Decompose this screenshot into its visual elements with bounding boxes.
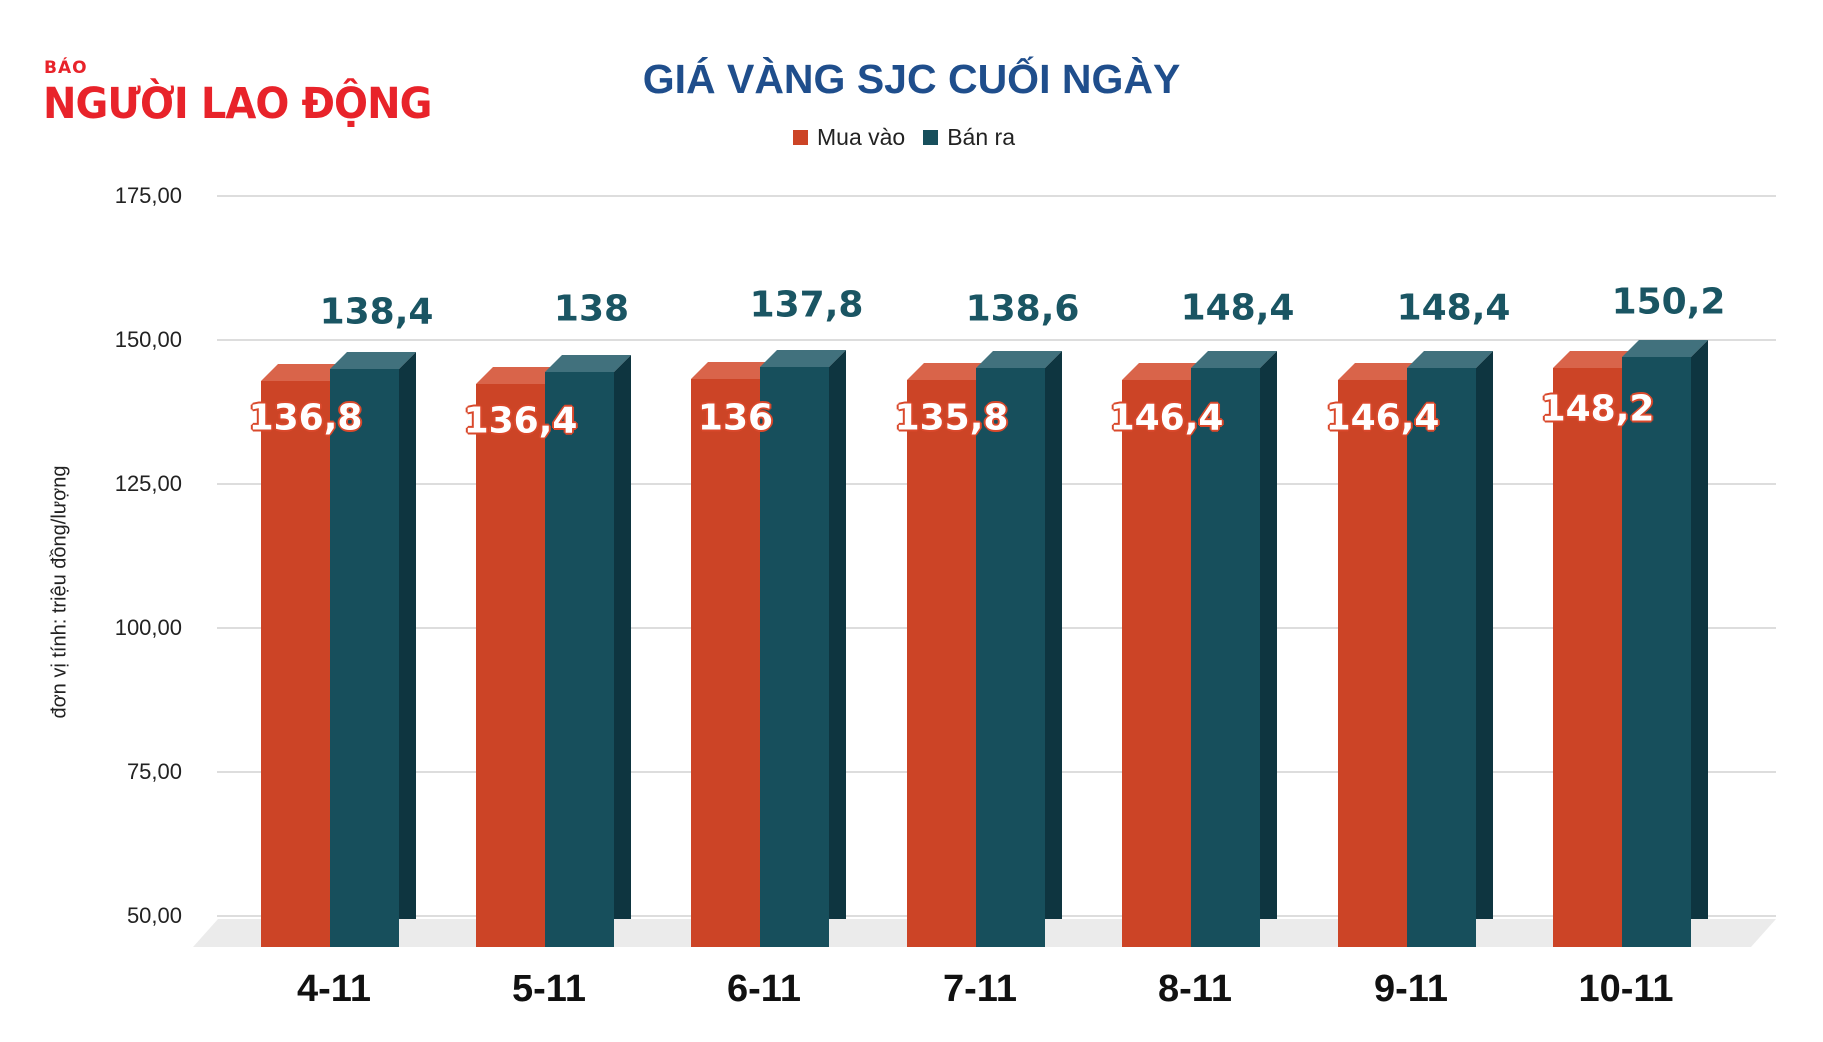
value-label-sell: 138	[553, 288, 630, 330]
value-label-buy: 136,8	[248, 397, 363, 439]
value-label-buy: 146,4	[1325, 397, 1440, 439]
bar-sell-side	[614, 355, 631, 919]
value-label-buy: 146,4	[1109, 397, 1224, 439]
y-axis-label: đơn vị tính: triệu đồng/lượng	[48, 465, 71, 719]
bar-sell-top	[1191, 351, 1277, 368]
bar-sell-front	[545, 372, 614, 947]
bar-buy-top	[261, 364, 347, 381]
gridline	[217, 195, 1776, 197]
bar-sell-side	[829, 350, 846, 919]
x-tick-label: 10-11	[1578, 968, 1674, 1010]
bar-buy-front	[1553, 368, 1622, 947]
bar-buy-top	[1553, 351, 1639, 368]
bar-buy-front	[907, 380, 976, 947]
x-tick-label: 8-11	[1158, 968, 1232, 1010]
y-tick: 50,00	[126, 903, 182, 928]
value-label-sell: 148,4	[1180, 287, 1295, 329]
bar-sell-front	[976, 368, 1045, 947]
logo-small-text: BÁO	[44, 58, 88, 78]
legend-item-buy: Mua vào	[793, 124, 905, 151]
bar-sell-front	[1191, 368, 1260, 947]
y-tick: 175,00	[114, 183, 182, 208]
value-label-sell: 148,4	[1396, 287, 1511, 329]
bar-buy-front	[1122, 380, 1191, 947]
bar-buy-top	[476, 367, 562, 384]
bar-sell-top	[330, 352, 416, 369]
x-tick-label: 4-11	[297, 968, 371, 1010]
x-tick-label: 5-11	[512, 968, 586, 1010]
bar-sell-front	[330, 369, 399, 947]
logo-big-text: NGƯỜI LAO ĐỘNG	[43, 79, 432, 129]
x-tick-label: 9-11	[1374, 968, 1448, 1010]
bar-sell-top	[1407, 351, 1493, 368]
bar-sell-top	[1622, 340, 1708, 357]
y-tick: 75,00	[126, 759, 182, 784]
value-label-sell: 138,4	[319, 291, 434, 333]
value-label-buy: 136,4	[463, 400, 578, 442]
bar-buy-top	[1122, 363, 1208, 380]
bar-sell-front	[1622, 357, 1691, 947]
legend-swatch-sell	[923, 130, 939, 145]
value-label-buy: 135,8	[894, 397, 1009, 439]
value-label-sell: 150,2	[1611, 281, 1726, 323]
legend-item-sell: Bán ra	[923, 124, 1015, 151]
bar-sell-top	[760, 350, 846, 367]
legend-label-buy: Mua vào	[817, 124, 906, 150]
chart-title: GIÁ VÀNG SJC CUỐI NGÀY	[0, 56, 1823, 103]
bar-sell-side	[1476, 351, 1493, 919]
bar-sell-side	[1691, 340, 1708, 919]
bar-sell-side	[399, 352, 416, 919]
bar-sell-side	[1260, 351, 1277, 919]
value-label-sell: 137,8	[749, 284, 864, 326]
y-tick: 100,00	[114, 615, 182, 640]
bar-sell-top	[976, 351, 1062, 368]
y-tick: 125,00	[114, 471, 182, 496]
value-label-buy: 136	[697, 397, 774, 439]
x-tick-label: 7-11	[943, 968, 1017, 1010]
bar-sell-top	[545, 355, 631, 372]
y-tick: 150,00	[114, 327, 182, 352]
chart-title-text: GIÁ VÀNG SJC CUỐI NGÀY	[642, 56, 1181, 102]
bar-sell-front	[760, 367, 829, 947]
value-label-buy: 148,2	[1540, 388, 1655, 430]
legend-swatch-buy	[793, 130, 808, 145]
value-label-sell: 138,6	[965, 288, 1080, 330]
bar-buy-top	[907, 363, 993, 380]
bar-sell-side	[1045, 351, 1062, 919]
bar-buy-front	[691, 379, 760, 947]
x-tick-label: 6-11	[727, 968, 801, 1010]
bar-buy-top	[1338, 363, 1424, 380]
gridline	[217, 339, 1776, 341]
bar-sell-front	[1407, 368, 1476, 947]
bar-buy-top	[691, 362, 777, 379]
bar-buy-front	[476, 384, 545, 947]
legend: Mua vào Bán ra	[793, 124, 1033, 151]
bar-buy-front	[1338, 380, 1407, 947]
bar-buy-front	[261, 381, 330, 947]
legend-label-sell: Bán ra	[947, 124, 1015, 150]
